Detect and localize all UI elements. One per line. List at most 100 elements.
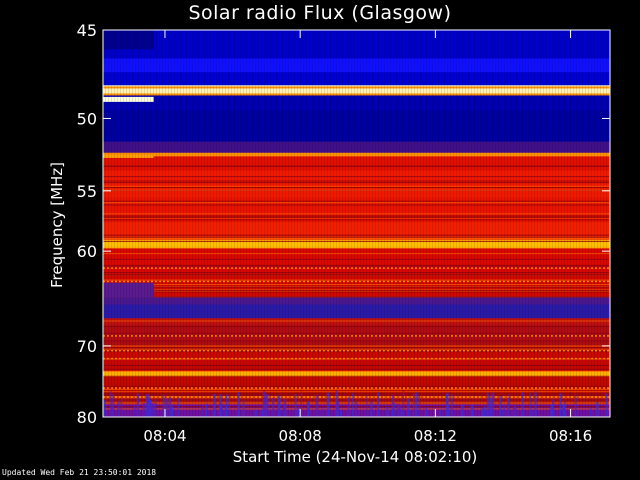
noise-streak	[491, 392, 495, 417]
plot-frame	[102, 29, 611, 418]
noise-streak	[117, 400, 120, 417]
noise-streak	[521, 392, 524, 417]
noise-streak	[529, 410, 533, 417]
noise-streak	[392, 409, 394, 417]
noise-streak	[490, 397, 492, 417]
noise-streak	[133, 405, 136, 417]
noise-streak	[219, 394, 222, 417]
noise-streak	[512, 406, 515, 417]
noise-streak	[439, 409, 441, 417]
noise-streak	[562, 405, 565, 417]
noise-streak	[470, 405, 474, 417]
noise-streak	[315, 395, 319, 417]
noise-streak	[142, 402, 146, 417]
noise-streak	[507, 397, 509, 417]
y-axis-label: Frequency [MHz]	[48, 162, 66, 288]
noise-streak	[552, 399, 555, 417]
noise-streak	[321, 408, 324, 417]
noise-streak	[154, 399, 157, 417]
noise-streak	[370, 401, 373, 417]
noise-streak	[263, 397, 266, 417]
updated-timestamp: Updated Wed Feb 21 23:50:01 2018	[2, 468, 157, 477]
noise-streak	[242, 400, 245, 417]
noise-streak	[406, 398, 410, 417]
noise-streak	[508, 393, 510, 417]
noise-streak	[415, 392, 418, 417]
noise-streak	[590, 408, 592, 417]
noise-streak	[168, 397, 171, 417]
noise-streak	[393, 402, 396, 417]
y-tick-label: 45	[77, 21, 97, 40]
noise-streak	[499, 396, 502, 417]
noise-streak	[529, 392, 531, 417]
x-axis-label: Start Time (24-Nov-14 08:02:10)	[233, 448, 478, 466]
x-axis: 08:04 08:08 08:12 08:16	[143, 30, 592, 445]
noise-streak	[283, 399, 287, 417]
noise-streak	[354, 401, 357, 417]
noise-streak	[254, 409, 257, 417]
noise-streak	[164, 397, 166, 417]
noise-streak	[177, 397, 179, 417]
y-tick-label: 55	[77, 182, 97, 201]
noise-streak	[151, 403, 155, 417]
noise-streak	[503, 405, 506, 417]
noise-streak	[165, 398, 169, 417]
noise-streak	[596, 402, 599, 417]
noise-streak	[396, 403, 399, 417]
noise-streak	[398, 406, 402, 417]
x-tick-label: 08:16	[549, 427, 592, 445]
noise-streak	[347, 397, 350, 417]
noise-streak	[460, 404, 464, 417]
y-axis: 45 50 55 60 70 80	[77, 21, 610, 427]
noise-streak	[559, 392, 562, 417]
x-tick-label: 08:12	[414, 427, 457, 445]
noise-streak	[401, 410, 403, 417]
y-tick-label: 70	[77, 337, 97, 356]
noise-streak	[418, 395, 421, 417]
noise-streak	[272, 397, 275, 417]
noise-streak	[120, 398, 123, 417]
noise-streak	[448, 405, 450, 417]
noise-streak	[225, 394, 228, 417]
noise-streak	[605, 393, 608, 417]
noise-streak	[486, 392, 489, 417]
noise-streak	[294, 393, 297, 417]
noise-streak	[502, 409, 505, 417]
noise-streak	[339, 410, 343, 417]
noise-streak	[481, 408, 484, 417]
noise-streak	[446, 392, 449, 417]
noise-streak	[336, 408, 338, 417]
noise-streak	[352, 392, 354, 417]
noise-streak	[149, 400, 152, 417]
noise-streak	[574, 395, 577, 417]
noise-streak	[412, 393, 415, 417]
noise-streak	[103, 399, 106, 417]
y-tick-label: 50	[77, 109, 97, 128]
noise-streak	[224, 405, 227, 417]
noise-streak	[170, 407, 174, 417]
noise-streak	[307, 400, 310, 417]
noise-streak	[425, 407, 427, 417]
noise-streak	[110, 391, 112, 417]
noise-streak	[300, 391, 303, 417]
noise-streak	[228, 395, 230, 417]
noise-streak	[201, 406, 204, 417]
noise-streak	[205, 405, 207, 417]
noise-streak	[386, 407, 389, 417]
noise-streak	[237, 392, 240, 417]
noise-streak	[212, 393, 216, 417]
noise-streak	[534, 391, 537, 417]
noise-streak	[488, 395, 491, 417]
noise-streak	[366, 395, 368, 417]
noise-streak	[297, 406, 299, 417]
noise-streak	[162, 394, 165, 417]
noise-streak	[112, 394, 114, 417]
noise-streak	[564, 401, 566, 417]
x-tick-label: 08:08	[279, 427, 322, 445]
noise-streak	[451, 394, 453, 417]
noise-streak	[326, 392, 330, 417]
noise-streak	[278, 410, 282, 417]
noise-streak	[513, 405, 517, 417]
noise-streak	[485, 409, 488, 417]
